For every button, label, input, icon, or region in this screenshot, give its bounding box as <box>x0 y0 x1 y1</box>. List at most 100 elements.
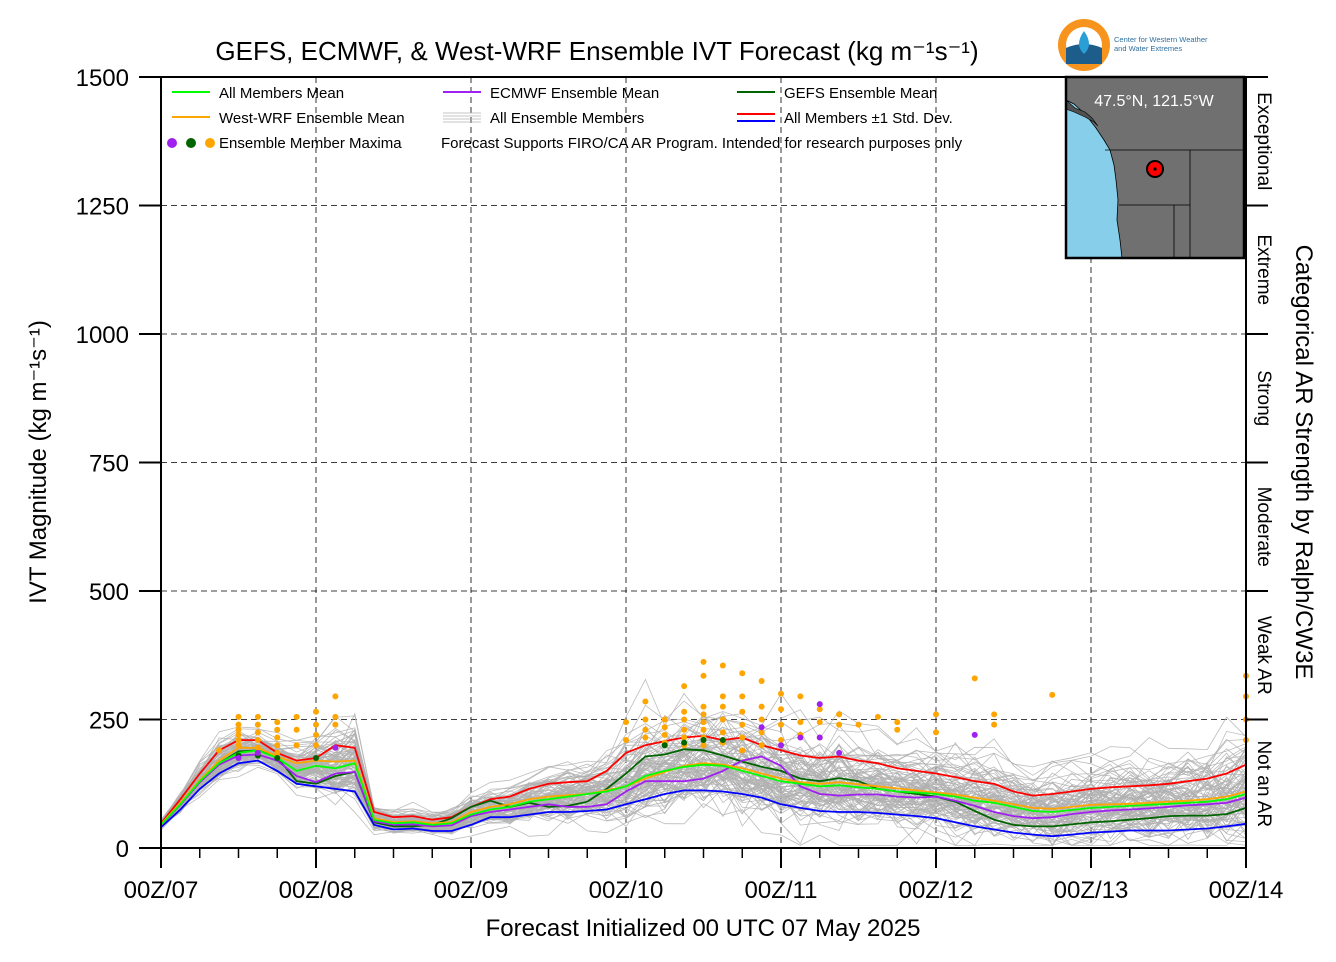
ensemble-member-line <box>160 751 1247 830</box>
maxima-dot-orange <box>719 693 726 700</box>
maxima-dot-orange <box>313 708 319 715</box>
series-ecmwf-ensemble-mean <box>160 753 1247 828</box>
maxima-dot-orange <box>700 719 707 726</box>
maxima-dot-orange <box>235 737 242 744</box>
maxima-dot-green <box>681 739 688 746</box>
maxima-dot-orange <box>623 719 629 726</box>
maxima-dot-orange <box>719 703 726 710</box>
maxima-dot-orange <box>293 726 300 733</box>
maxima-dot-purple <box>254 749 261 756</box>
legend-swatch-dot <box>167 138 177 148</box>
ar-category-label: Not an AR <box>1253 740 1274 827</box>
maxima-dot-purple <box>235 755 242 762</box>
maxima-dot-orange <box>778 706 784 713</box>
legend-label: All Ensemble Members <box>490 110 644 127</box>
maxima-dot-purple <box>778 742 784 749</box>
y-axis-label: IVT Magnitude (kg m⁻¹s⁻¹) <box>25 320 52 604</box>
legend-ensemble-member-maxima: Ensemble Member Maxima <box>167 135 402 152</box>
maxima-dot-orange <box>332 713 339 720</box>
series-west-wrf-ensemble-mean <box>160 746 1247 826</box>
maxima-dot-orange <box>642 698 649 705</box>
maxima-dot-orange <box>235 721 242 728</box>
map-body <box>1066 77 1244 258</box>
maxima-dot-orange <box>836 721 843 728</box>
maxima-dot-orange <box>293 742 300 749</box>
ar-category-label: Weak AR <box>1253 616 1274 695</box>
maxima-dot-orange <box>642 726 649 733</box>
map-island <box>1066 99 1099 127</box>
maxima-dot-orange <box>758 716 765 723</box>
maxima-dot-orange <box>739 693 746 700</box>
legend: All Members Mean ECMWF Ensemble Mean GEFS … <box>167 85 963 152</box>
maxima-dot-purple <box>758 724 765 731</box>
maxima-dot-orange <box>758 742 765 749</box>
maxima-dot-purple <box>971 731 978 738</box>
maxima-dot-purple <box>816 701 823 708</box>
maxima-dot-orange <box>623 737 629 744</box>
maxima-dot-orange <box>700 672 707 679</box>
maxima-dot-orange <box>816 706 823 713</box>
maxima-dot-green <box>719 737 726 744</box>
maxima-dot-green <box>313 755 319 762</box>
maxima-dot-orange <box>1049 691 1056 698</box>
y-tick-label: 1000 <box>76 322 129 349</box>
maxima-dot-orange <box>254 729 261 736</box>
x-tick-label: 00Z/11 <box>745 877 818 904</box>
maxima-dot-orange <box>778 690 784 697</box>
maxima-dot-orange <box>274 734 281 741</box>
maxima-dot-orange <box>332 721 339 728</box>
ensemble-member-line <box>160 678 1247 820</box>
ar-category-label: Exceptional <box>1253 92 1274 190</box>
maxima-dot-orange <box>894 719 901 726</box>
maxima-dot-orange <box>739 670 746 677</box>
map-location-center <box>1153 167 1157 171</box>
maxima-dot-orange <box>681 716 688 723</box>
maxima-dot-orange <box>874 713 881 720</box>
maxima-dot-orange <box>681 708 688 715</box>
x-tick-label: 00Z/12 <box>899 877 974 904</box>
x-tick-label: 00Z/07 <box>124 877 199 904</box>
maxima-dot-orange <box>933 729 939 736</box>
maxima-dot-orange <box>758 677 765 684</box>
y-tick-label: 1250 <box>76 194 129 221</box>
maxima-dot-orange <box>836 711 843 718</box>
ar-category-label: Extreme <box>1253 234 1274 305</box>
maxima-dot-orange <box>661 724 668 731</box>
maxima-dot-orange <box>254 737 261 744</box>
legend-all-ensemble-members: All Ensemble Members <box>443 110 644 127</box>
maxima-dot-orange <box>971 675 978 682</box>
legend-gefs-ensemble-mean: GEFS Ensemble Mean <box>737 85 937 102</box>
maxima-dot-orange <box>991 711 998 718</box>
maxima-dot-orange <box>235 742 242 749</box>
maxima-dot-purple <box>836 749 843 756</box>
maxima-dot-purple <box>797 734 804 741</box>
maxima-dot-green <box>274 755 281 762</box>
y-tick-label: 0 <box>116 836 129 863</box>
maxima-dot-purple <box>816 734 823 741</box>
ar-category-label: Moderate <box>1253 487 1274 567</box>
legend-label: All Members Mean <box>219 85 344 102</box>
maxima-dot-orange <box>313 742 319 749</box>
ar-category-label: Strong <box>1253 370 1274 426</box>
legend-note: Forecast Supports FIRO/CA AR Program. In… <box>441 135 963 152</box>
legend-label: Ensemble Member Maxima <box>219 135 402 152</box>
maxima-dot-orange <box>739 747 746 754</box>
x-tick-label: 00Z/14 <box>1209 877 1284 904</box>
maxima-dot-orange <box>700 658 707 665</box>
maxima-dot-orange <box>758 729 765 736</box>
maxima-dot-orange <box>216 747 223 754</box>
ensemble-member-line <box>160 751 1247 829</box>
maxima-dot-orange <box>661 716 668 723</box>
logo-text-line2: and Water Extremes <box>1114 44 1182 53</box>
maxima-dot-orange <box>274 719 281 726</box>
maxima-dot-orange <box>719 729 726 736</box>
legend-swatch-dot <box>186 138 196 148</box>
maxima-dot-orange <box>681 683 688 690</box>
maxima-dot-orange <box>855 721 862 728</box>
y-tick-label: 500 <box>89 579 129 606</box>
legend-all-members-1-std-dev: All Members ±1 Std. Dev. <box>737 110 953 127</box>
maxima-dot-orange <box>719 662 726 669</box>
legend-label: ECMWF Ensemble Mean <box>490 85 659 102</box>
